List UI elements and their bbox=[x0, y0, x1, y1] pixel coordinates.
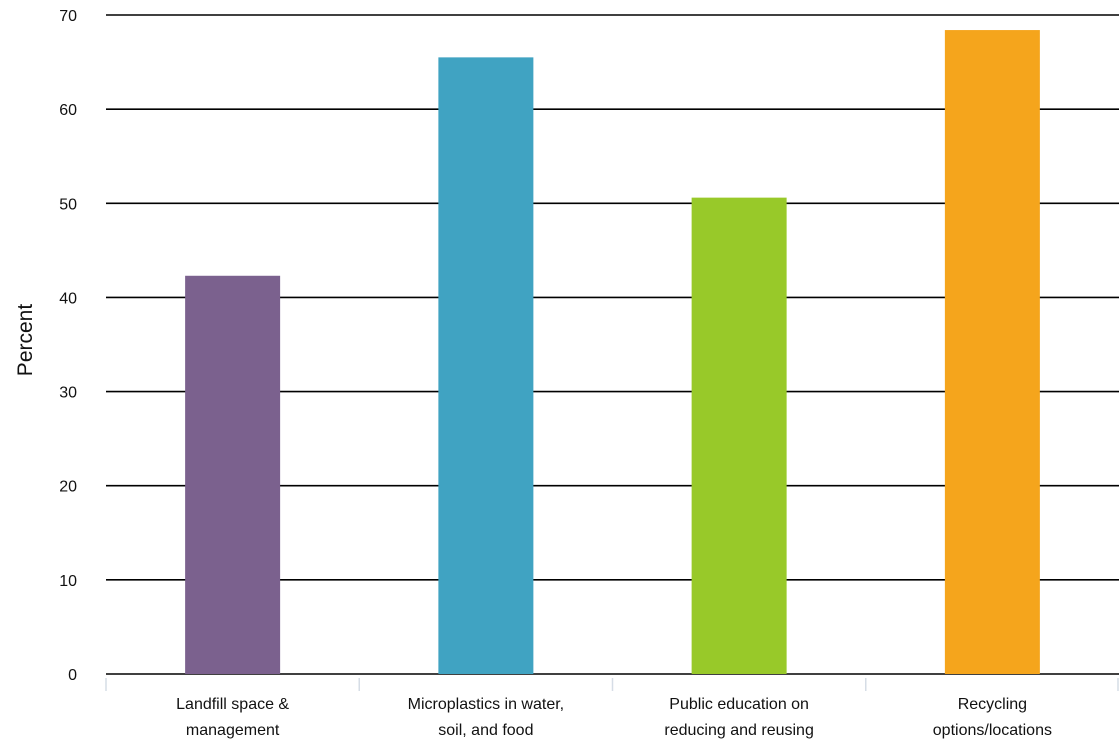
y-axis-ticks: 0 10 20 30 40 50 60 70 bbox=[59, 8, 77, 684]
y-tick-label: 50 bbox=[59, 196, 77, 213]
y-tick-label: 70 bbox=[59, 8, 77, 25]
bars bbox=[185, 30, 1040, 675]
bar bbox=[185, 275, 281, 674]
y-tick-label: 20 bbox=[59, 479, 77, 496]
x-axis-category-labels: Landfill space & management Microplastics … bbox=[176, 696, 1052, 739]
x-category-label: soil, and food bbox=[438, 722, 533, 739]
y-axis-title: Percent bbox=[14, 304, 37, 377]
y-tick-label: 30 bbox=[59, 385, 77, 402]
y-tick-label: 40 bbox=[59, 290, 77, 307]
y-tick-label: 0 bbox=[68, 667, 77, 684]
y-tick-label: 60 bbox=[59, 102, 77, 119]
x-axis bbox=[105, 678, 1119, 691]
y-tick-label: 10 bbox=[59, 573, 77, 590]
x-category-label: Microplastics in water, bbox=[408, 696, 565, 713]
x-category-label: management bbox=[186, 722, 280, 739]
bar bbox=[944, 30, 1040, 674]
x-category-label: Public education on bbox=[669, 696, 809, 713]
bar bbox=[691, 197, 787, 674]
x-category-label: reducing and reusing bbox=[664, 722, 813, 739]
x-category-label: Landfill space & bbox=[176, 696, 289, 713]
x-category-label: options/locations bbox=[933, 722, 1052, 739]
bar bbox=[438, 57, 534, 675]
x-category-label: Recycling bbox=[958, 696, 1027, 713]
